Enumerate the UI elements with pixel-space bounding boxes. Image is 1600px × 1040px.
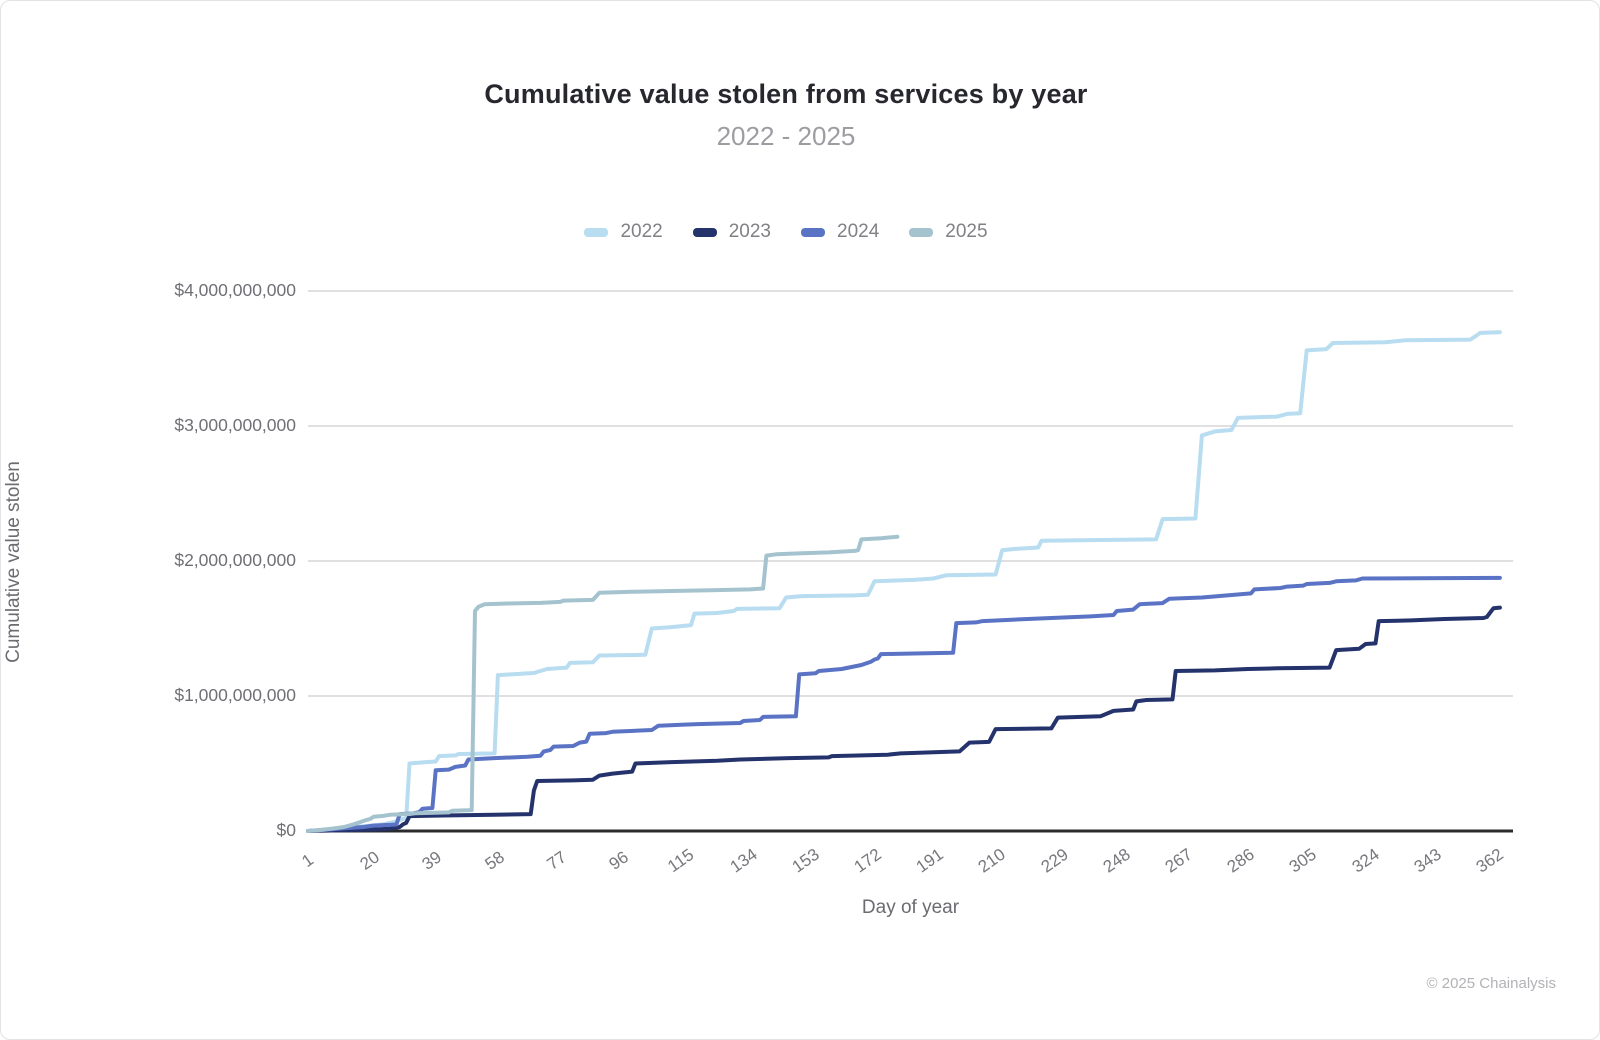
legend-item-2025[interactable]: 2025 [909,221,988,243]
legend-swatch-icon [692,227,717,237]
legend-swatch-icon [584,227,609,237]
y-tick-label: $4,000,000,000 [174,280,296,300]
y-tick-label: $1,000,000,000 [174,685,296,705]
y-tick-label: $3,000,000,000 [174,415,296,435]
legend-item-2023[interactable]: 2023 [692,221,771,243]
series-line-2022[interactable] [306,330,1502,833]
legend: 2022 2023 2024 2025 [1,221,1571,243]
legend-item-2022[interactable]: 2022 [584,221,663,243]
y-tick-label: $2,000,000,000 [174,550,296,570]
legend-label: 2022 [620,221,663,242]
legend-label: 2024 [837,221,880,242]
legend-swatch-icon [909,227,934,237]
y-tick-label: $0 [276,820,296,840]
legend-label: 2023 [728,221,771,242]
legend-swatch-icon [801,227,825,237]
series-line-2024[interactable] [306,575,1502,833]
series-line-2023[interactable] [306,605,1502,833]
copyright-footer: © 2025 Chainalysis [1426,975,1556,992]
x-axis-title: Day of year [861,897,960,918]
legend-label: 2025 [945,221,988,242]
series-line-2025[interactable] [306,534,900,833]
y-axis-title: Cumulative value stolen [3,461,24,663]
chart-subtitle: 2022 - 2025 [716,121,856,151]
legend-item-2024[interactable]: 2024 [801,221,879,243]
chart-title: Cumulative value stolen from services by… [484,79,1088,109]
